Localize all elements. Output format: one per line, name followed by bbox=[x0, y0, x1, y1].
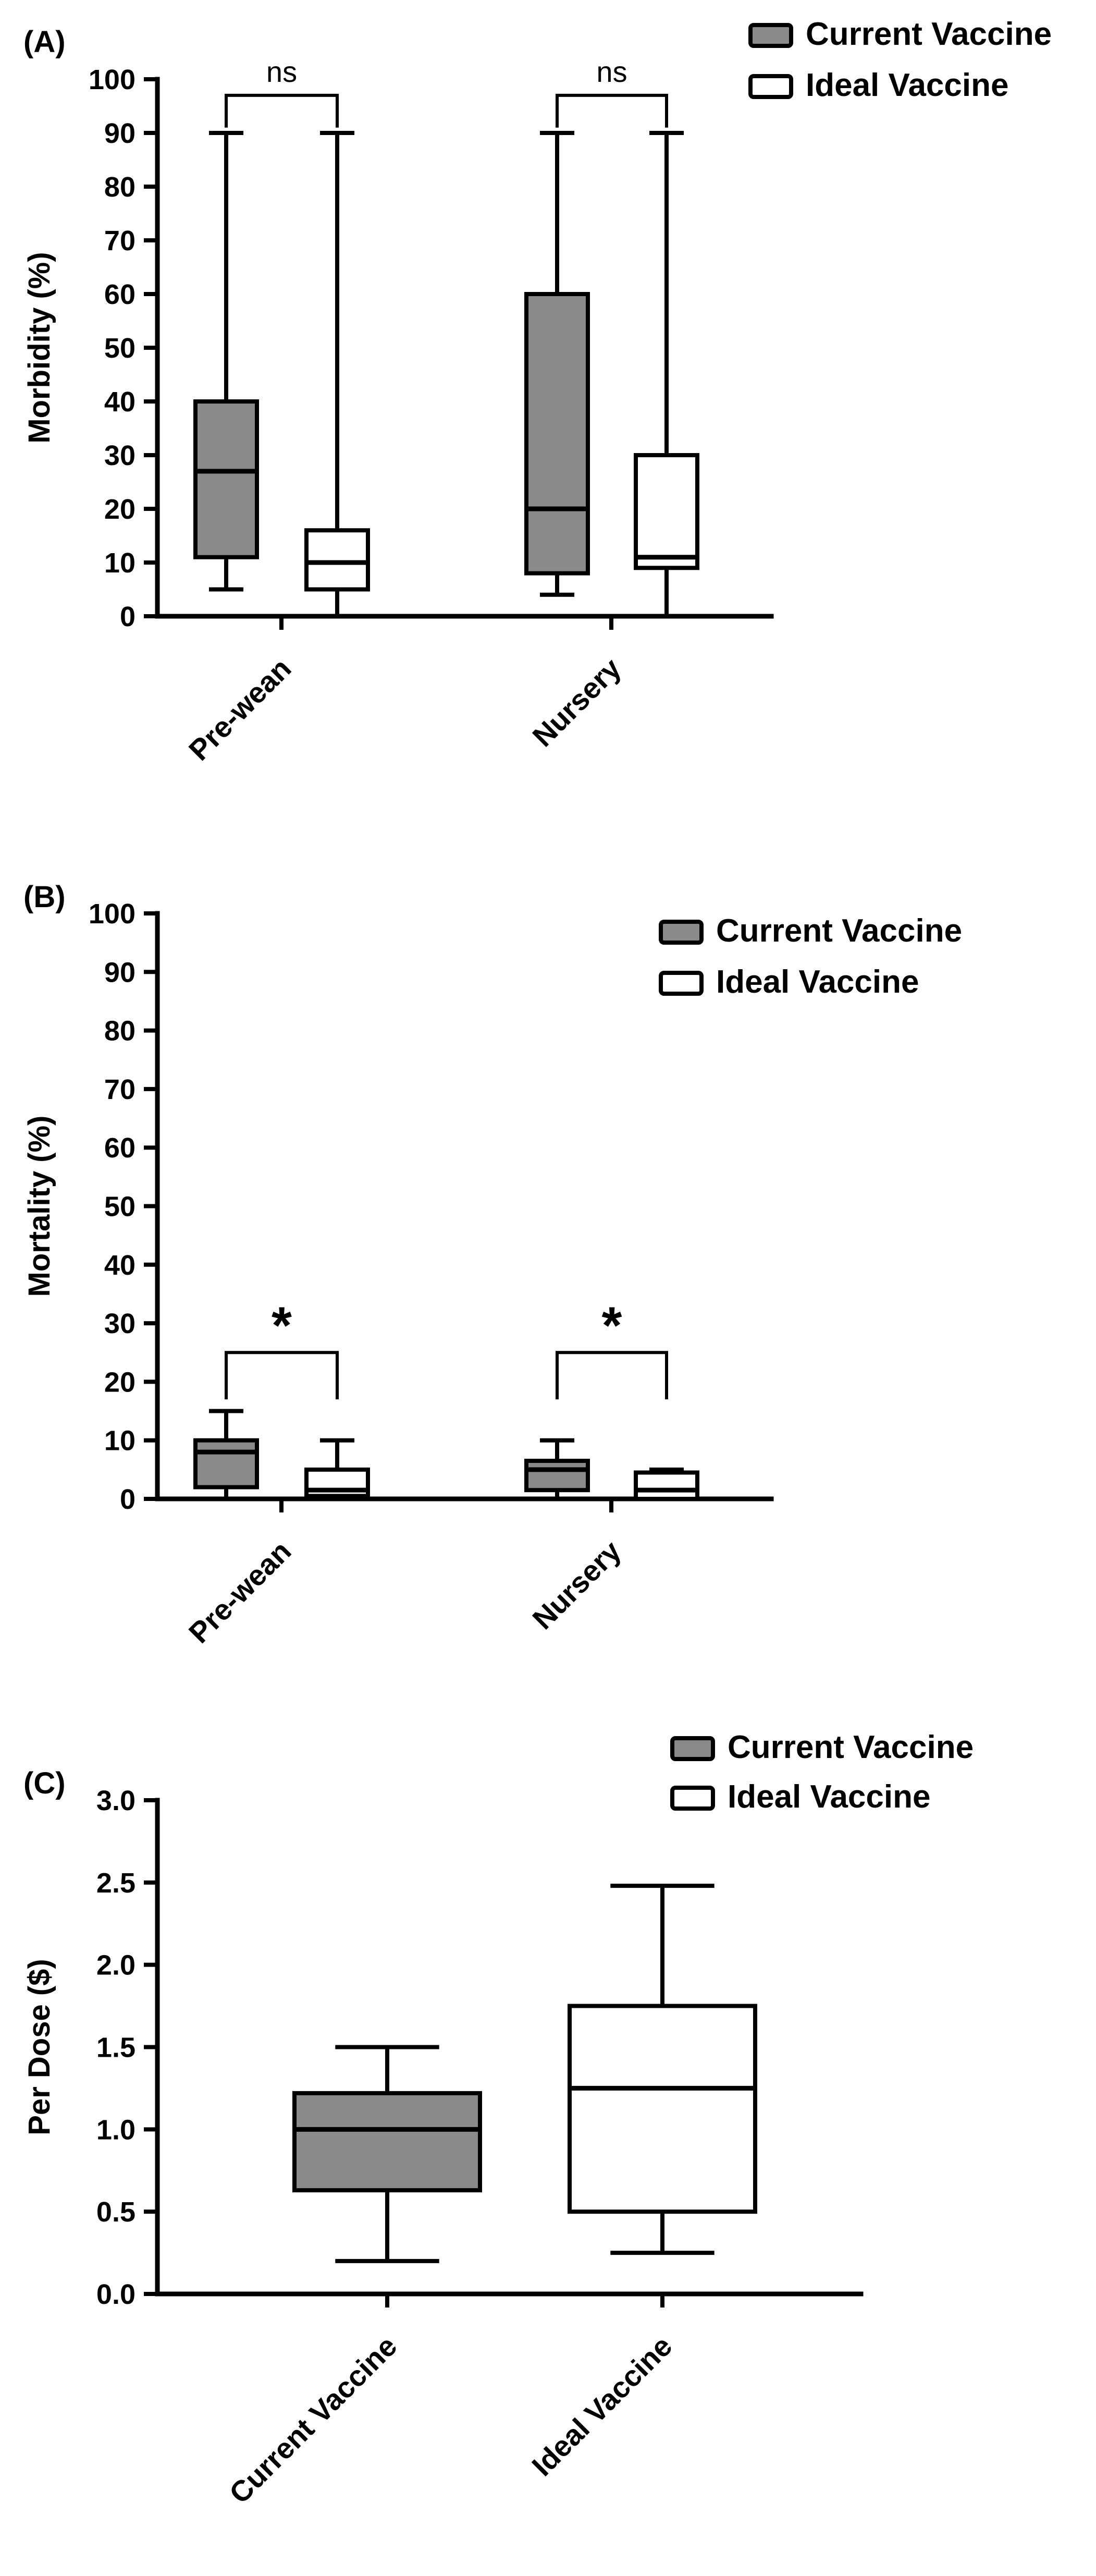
y-tick-label: 1.0 bbox=[96, 2114, 136, 2145]
x-category-label-current-vaccine: Current Vaccine bbox=[223, 2329, 403, 2510]
legend-label-ideal-vaccine: Ideal Vaccine bbox=[728, 1779, 930, 1815]
legend-swatch-current-vaccine bbox=[748, 23, 793, 48]
y-axis-title: Morbidity (%) bbox=[22, 252, 56, 443]
panel-b-mortality-chart: (B) 0 10 20 30 40 50 60 70 80 90 100 Mortality (%) Pr… bbox=[22, 880, 962, 1650]
panel-a-morbidity-chart: (A) 0 10 20 30 40 50 60 70 80 90 100 Morbidity (%) Pr… bbox=[22, 16, 1052, 767]
legend-label-ideal-vaccine: Ideal Vaccine bbox=[716, 964, 919, 1000]
box-ideal-vaccine-pre-wean bbox=[304, 1438, 370, 1501]
y-tick-label: 2.5 bbox=[96, 1867, 136, 1899]
y-tick-label: 0 bbox=[120, 601, 136, 632]
panel-label-b: (B) bbox=[23, 880, 66, 914]
legend-swatch-current-vaccine bbox=[659, 920, 704, 945]
x-category-label-nursery: Nursery bbox=[526, 652, 627, 753]
y-tick-label: 20 bbox=[104, 494, 136, 525]
box-rect bbox=[634, 453, 699, 570]
y-tick-label: 0.0 bbox=[96, 2279, 136, 2310]
y-axis-title: Mortality (%) bbox=[22, 1116, 56, 1297]
legend-label-current-vaccine: Current Vaccine bbox=[728, 1731, 974, 1765]
box-ideal-vaccine-nursery bbox=[634, 131, 699, 618]
significance-label-nursery: * bbox=[602, 1296, 622, 1354]
box-rect bbox=[304, 528, 370, 592]
box-rect bbox=[634, 1470, 699, 1501]
y-axis-title: Per Dose ($) bbox=[22, 1959, 56, 2135]
y-tick-label: 10 bbox=[104, 1425, 136, 1457]
x-category-label-pre-wean: Pre-wean bbox=[182, 1534, 298, 1650]
box-current-vaccine-nursery bbox=[524, 1438, 590, 1501]
box-rect bbox=[292, 2091, 482, 2193]
significance-label-pre-wean: ns bbox=[266, 55, 297, 88]
y-tick-label: 0 bbox=[120, 1484, 136, 1515]
y-tick-label: 40 bbox=[104, 1250, 136, 1281]
y-tick-label: 40 bbox=[104, 386, 136, 418]
y-tick-label: 60 bbox=[104, 1132, 136, 1164]
box-rect bbox=[524, 1459, 590, 1493]
legend-swatch-ideal-vaccine bbox=[670, 1786, 715, 1811]
y-tick-label: 80 bbox=[104, 1016, 136, 1047]
legend-swatch-current-vaccine bbox=[670, 1736, 715, 1761]
y-tick-label: 3.0 bbox=[96, 1785, 136, 1816]
significance-bracket-nursery bbox=[556, 93, 668, 128]
y-tick-label: 10 bbox=[104, 547, 136, 579]
significance-bracket-pre-wean bbox=[225, 93, 339, 128]
box-current-vaccine-pre-wean bbox=[193, 131, 259, 592]
y-tick-label: 80 bbox=[104, 172, 136, 203]
y-tick-label: 60 bbox=[104, 279, 136, 310]
y-tick-label: 1.5 bbox=[96, 2032, 136, 2064]
y-tick-label: 100 bbox=[89, 64, 136, 95]
y-tick-label: 70 bbox=[104, 1074, 136, 1105]
panel-c-per-dose-chart: (C) 0.0 0.5 1.0 1.5 2.0 2.5 3.0 Per Dose ($) Curr… bbox=[22, 1731, 974, 2510]
box-rect bbox=[193, 1438, 259, 1490]
panel-label-a: (A) bbox=[23, 25, 66, 59]
box-ideal-vaccine-pre-wean bbox=[304, 131, 370, 618]
significance-bracket-pre-wean bbox=[225, 1351, 339, 1400]
y-tick-label: 2.0 bbox=[96, 1950, 136, 1981]
significance-label-pre-wean: * bbox=[272, 1296, 292, 1354]
significance-label-nursery: ns bbox=[596, 55, 627, 88]
legend-swatch-ideal-vaccine bbox=[748, 74, 793, 99]
y-tick-label: 90 bbox=[104, 957, 136, 988]
y-tick-label: 50 bbox=[104, 333, 136, 364]
y-tick-label: 30 bbox=[104, 1308, 136, 1339]
legend-label-current-vaccine: Current Vaccine bbox=[806, 16, 1052, 52]
x-category-label-nursery: Nursery bbox=[526, 1534, 627, 1635]
y-tick-label: 90 bbox=[104, 118, 136, 149]
y-tick-label: 100 bbox=[89, 898, 136, 930]
box-current-vaccine-nursery bbox=[524, 131, 590, 597]
legend-label-ideal-vaccine: Ideal Vaccine bbox=[806, 67, 1008, 103]
y-tick-label: 0.5 bbox=[96, 2196, 136, 2228]
legend-label-current-vaccine: Current Vaccine bbox=[716, 913, 962, 949]
box-current-vaccine bbox=[292, 2045, 482, 2263]
significance-bracket-nursery bbox=[556, 1351, 668, 1400]
y-tick-label: 50 bbox=[104, 1191, 136, 1223]
y-tick-label: 30 bbox=[104, 440, 136, 471]
legend-swatch-ideal-vaccine bbox=[659, 971, 704, 996]
y-tick-label: 20 bbox=[104, 1366, 136, 1398]
x-category-label-pre-wean: Pre-wean bbox=[182, 652, 298, 767]
box-ideal-vaccine bbox=[568, 1884, 757, 2255]
box-rect bbox=[524, 292, 590, 576]
box-ideal-vaccine-nursery bbox=[634, 1467, 699, 1501]
box-rect bbox=[568, 2004, 757, 2214]
box-current-vaccine-pre-wean bbox=[193, 1409, 259, 1501]
box-rect bbox=[193, 399, 259, 559]
x-category-label-ideal-vaccine: Ideal Vaccine bbox=[525, 2329, 678, 2482]
y-tick-label: 70 bbox=[104, 225, 136, 257]
panel-label-c: (C) bbox=[23, 1766, 66, 1800]
